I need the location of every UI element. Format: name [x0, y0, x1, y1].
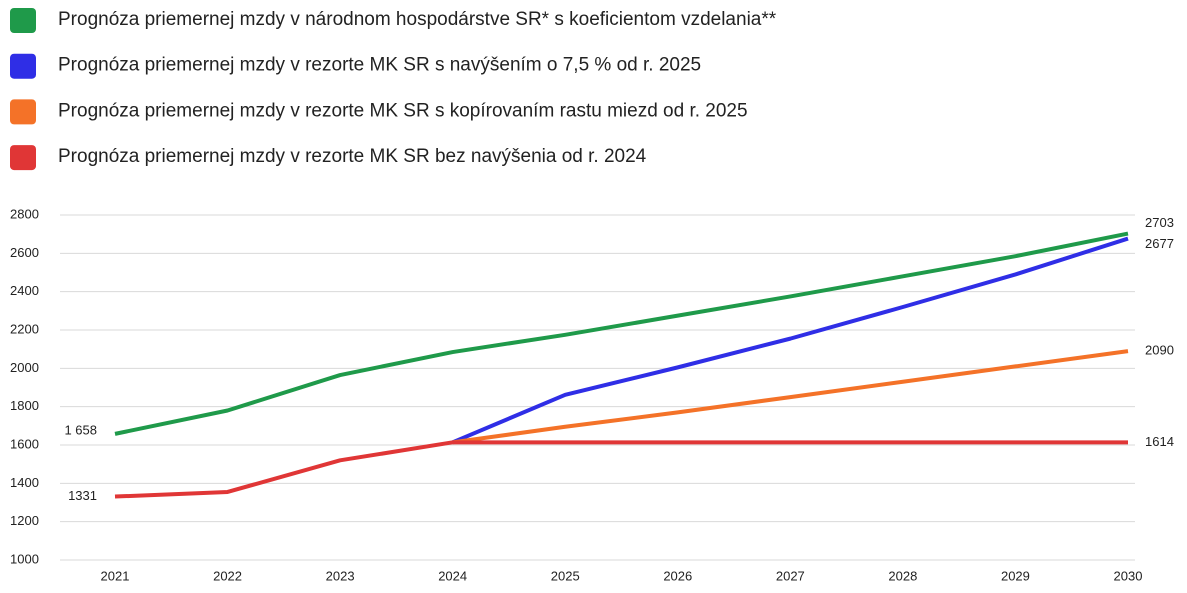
data-label: 2677	[1145, 236, 1174, 251]
x-tick-label: 2024	[438, 568, 467, 583]
y-tick-label: 2400	[10, 283, 39, 298]
legend-text: Prognóza priemernej mzdy v národnom hosp…	[58, 9, 777, 30]
y-tick-label: 2200	[10, 321, 39, 336]
legend-text: Prognóza priemernej mzdy v rezorte MK SR…	[58, 55, 701, 76]
y-tick-label: 1000	[10, 551, 39, 566]
data-label: 1 658	[64, 422, 97, 437]
data-label: 2703	[1145, 215, 1174, 230]
y-tick-label: 1200	[10, 513, 39, 528]
series-line	[451, 236, 1129, 445]
series-line	[114, 440, 1128, 499]
x-tick-label: 2029	[1001, 568, 1030, 583]
y-tick-label: 2800	[10, 206, 39, 221]
x-tick-label: 2021	[101, 568, 130, 583]
data-label: 1331	[68, 488, 97, 503]
x-tick-label: 2030	[1114, 568, 1143, 583]
legend-swatch	[10, 8, 36, 33]
legend-swatch	[10, 99, 36, 125]
y-tick-label: 1800	[10, 398, 39, 413]
data-label: 1614	[1145, 434, 1174, 449]
x-tick-label: 2027	[776, 568, 805, 583]
legend-text: Prognóza priemernej mzdy v rezorte MK SR…	[58, 100, 748, 121]
legend-text: Prognóza priemernej mzdy v rezorte MK SR…	[58, 146, 647, 167]
y-tick-label: 1400	[10, 475, 39, 490]
y-tick-label: 2600	[10, 245, 39, 260]
series-line	[452, 349, 1129, 445]
y-tick-label: 2000	[10, 360, 39, 375]
legend-swatch	[10, 145, 36, 171]
x-tick-label: 2023	[326, 568, 355, 583]
x-tick-label: 2022	[213, 568, 242, 583]
series-line	[114, 231, 1129, 436]
legend-swatch	[10, 53, 36, 79]
y-tick-label: 1600	[10, 436, 39, 451]
data-label: 2090	[1145, 343, 1174, 358]
x-tick-label: 2026	[663, 568, 692, 583]
x-tick-label: 2028	[888, 568, 917, 583]
x-tick-label: 2025	[551, 568, 580, 583]
